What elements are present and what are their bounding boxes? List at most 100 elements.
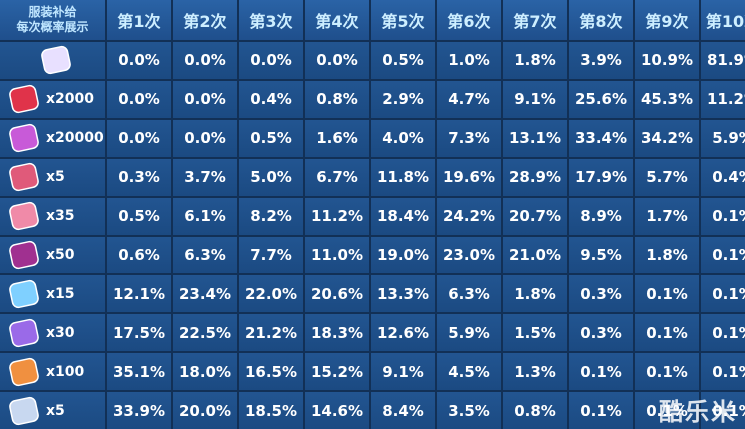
probability-cell: 11.2% (701, 80, 745, 118)
probability-cell: 8.9% (569, 197, 633, 235)
probability-cell: 0.1% (569, 392, 633, 429)
item-cell: x30 (0, 314, 105, 352)
probability-cell: 11.0% (305, 236, 369, 274)
probability-cell: 0.8% (305, 80, 369, 118)
probability-cell: 7.7% (239, 236, 303, 274)
corner-header: 服装补给 每次概率展示 (0, 0, 105, 40)
column-header: 第1次 (107, 0, 171, 40)
probability-cell: 1.0% (437, 42, 501, 79)
probability-cell: 0.4% (239, 80, 303, 118)
item-cell: x20000 (0, 119, 105, 157)
probability-cell: 0.1% (701, 197, 745, 235)
icon-shape (9, 396, 39, 425)
probability-cell: 0.3% (569, 314, 633, 352)
probability-cell: 0.1% (701, 314, 745, 352)
column-header: 第2次 (173, 0, 237, 40)
probability-cell: 0.1% (701, 275, 745, 313)
item-icon (40, 46, 71, 75)
probability-cell: 0.1% (635, 392, 699, 429)
probability-cell: 3.9% (569, 42, 633, 79)
probability-cell: 2.9% (371, 80, 435, 118)
probability-cell: 0.0% (173, 119, 237, 157)
probability-cell: 0.6% (107, 236, 171, 274)
probability-cell: 81.9% (701, 42, 745, 79)
probability-cell: 12.6% (371, 314, 435, 352)
probability-cell: 17.5% (107, 314, 171, 352)
probability-cell: 0.5% (239, 119, 303, 157)
probability-cell: 0.5% (371, 42, 435, 79)
item-icon (9, 279, 39, 308)
icon-shape (9, 163, 39, 192)
probability-cell: 23.4% (173, 275, 237, 313)
probability-cell: 14.6% (305, 392, 369, 429)
item-icon (9, 124, 39, 153)
probability-cell: 19.6% (437, 158, 501, 196)
item-icon (9, 85, 39, 114)
item-quantity: x20000 (46, 130, 104, 147)
probability-cell: 5.7% (635, 158, 699, 196)
title-line: 每次概率展示 (16, 20, 89, 34)
item-quantity: x35 (46, 208, 75, 225)
icon-shape (9, 201, 39, 231)
item-cell: x100 (0, 353, 105, 391)
probability-cell: 1.7% (635, 197, 699, 235)
item-icon (9, 163, 39, 192)
probability-cell: 20.7% (503, 197, 567, 235)
item-icon (9, 240, 39, 270)
item-quantity: x100 (46, 363, 85, 380)
column-header: 第8次 (569, 0, 633, 40)
probability-cell: 6.7% (305, 158, 369, 196)
probability-cell: 21.2% (239, 314, 303, 352)
probability-cell: 4.0% (371, 119, 435, 157)
item-icon (9, 357, 39, 386)
probability-cell: 22.5% (173, 314, 237, 352)
watermark: 酷乐米 (659, 398, 737, 426)
probability-cell: 0.8% (503, 392, 567, 429)
probability-cell: 0.0% (239, 42, 303, 79)
probability-cell: 28.9% (503, 158, 567, 196)
probability-cell: 7.3% (437, 119, 501, 157)
item-cell: x50 (0, 236, 105, 274)
probability-cell: 0.1% (635, 275, 699, 313)
probability-cell: 13.3% (371, 275, 435, 313)
icon-shape (9, 357, 39, 386)
icon-shape (40, 46, 71, 75)
probability-cell: 0.1% (701, 353, 745, 391)
probability-cell: 1.8% (503, 275, 567, 313)
probability-cell: 1.8% (503, 42, 567, 79)
probability-cell: 21.0% (503, 236, 567, 274)
probability-cell: 4.5% (437, 353, 501, 391)
probability-cell: 10.9% (635, 42, 699, 79)
icon-shape (9, 318, 39, 347)
probability-cell: 0.1% (701, 392, 745, 429)
probability-cell: 0.0% (173, 80, 237, 118)
probability-cell: 0.3% (107, 158, 171, 196)
probability-cell: 0.0% (173, 42, 237, 79)
item-cell: x5 (0, 392, 105, 429)
probability-cell: 0.0% (107, 80, 171, 118)
probability-cell: 20.0% (173, 392, 237, 429)
item-icon (9, 201, 39, 231)
probability-cell: 0.4% (701, 158, 745, 196)
probability-cell: 1.8% (635, 236, 699, 274)
probability-cell: 20.6% (305, 275, 369, 313)
probability-cell: 13.1% (503, 119, 567, 157)
probability-cell: 0.3% (569, 275, 633, 313)
item-cell: x5 (0, 158, 105, 196)
column-header: 第6次 (437, 0, 501, 40)
probability-cell: 3.5% (437, 392, 501, 429)
probability-cell: 8.2% (239, 197, 303, 235)
probability-cell: 3.7% (173, 158, 237, 196)
item-quantity: x2000 (46, 91, 94, 108)
probability-cell: 15.2% (305, 353, 369, 391)
probability-cell: 24.2% (437, 197, 501, 235)
probability-cell: 11.2% (305, 197, 369, 235)
probability-cell: 9.5% (569, 236, 633, 274)
icon-shape (9, 240, 39, 270)
icon-shape (9, 279, 39, 308)
column-header: 第7次 (503, 0, 567, 40)
probability-cell: 18.0% (173, 353, 237, 391)
item-icon (9, 318, 39, 347)
probability-cell: 6.3% (437, 275, 501, 313)
